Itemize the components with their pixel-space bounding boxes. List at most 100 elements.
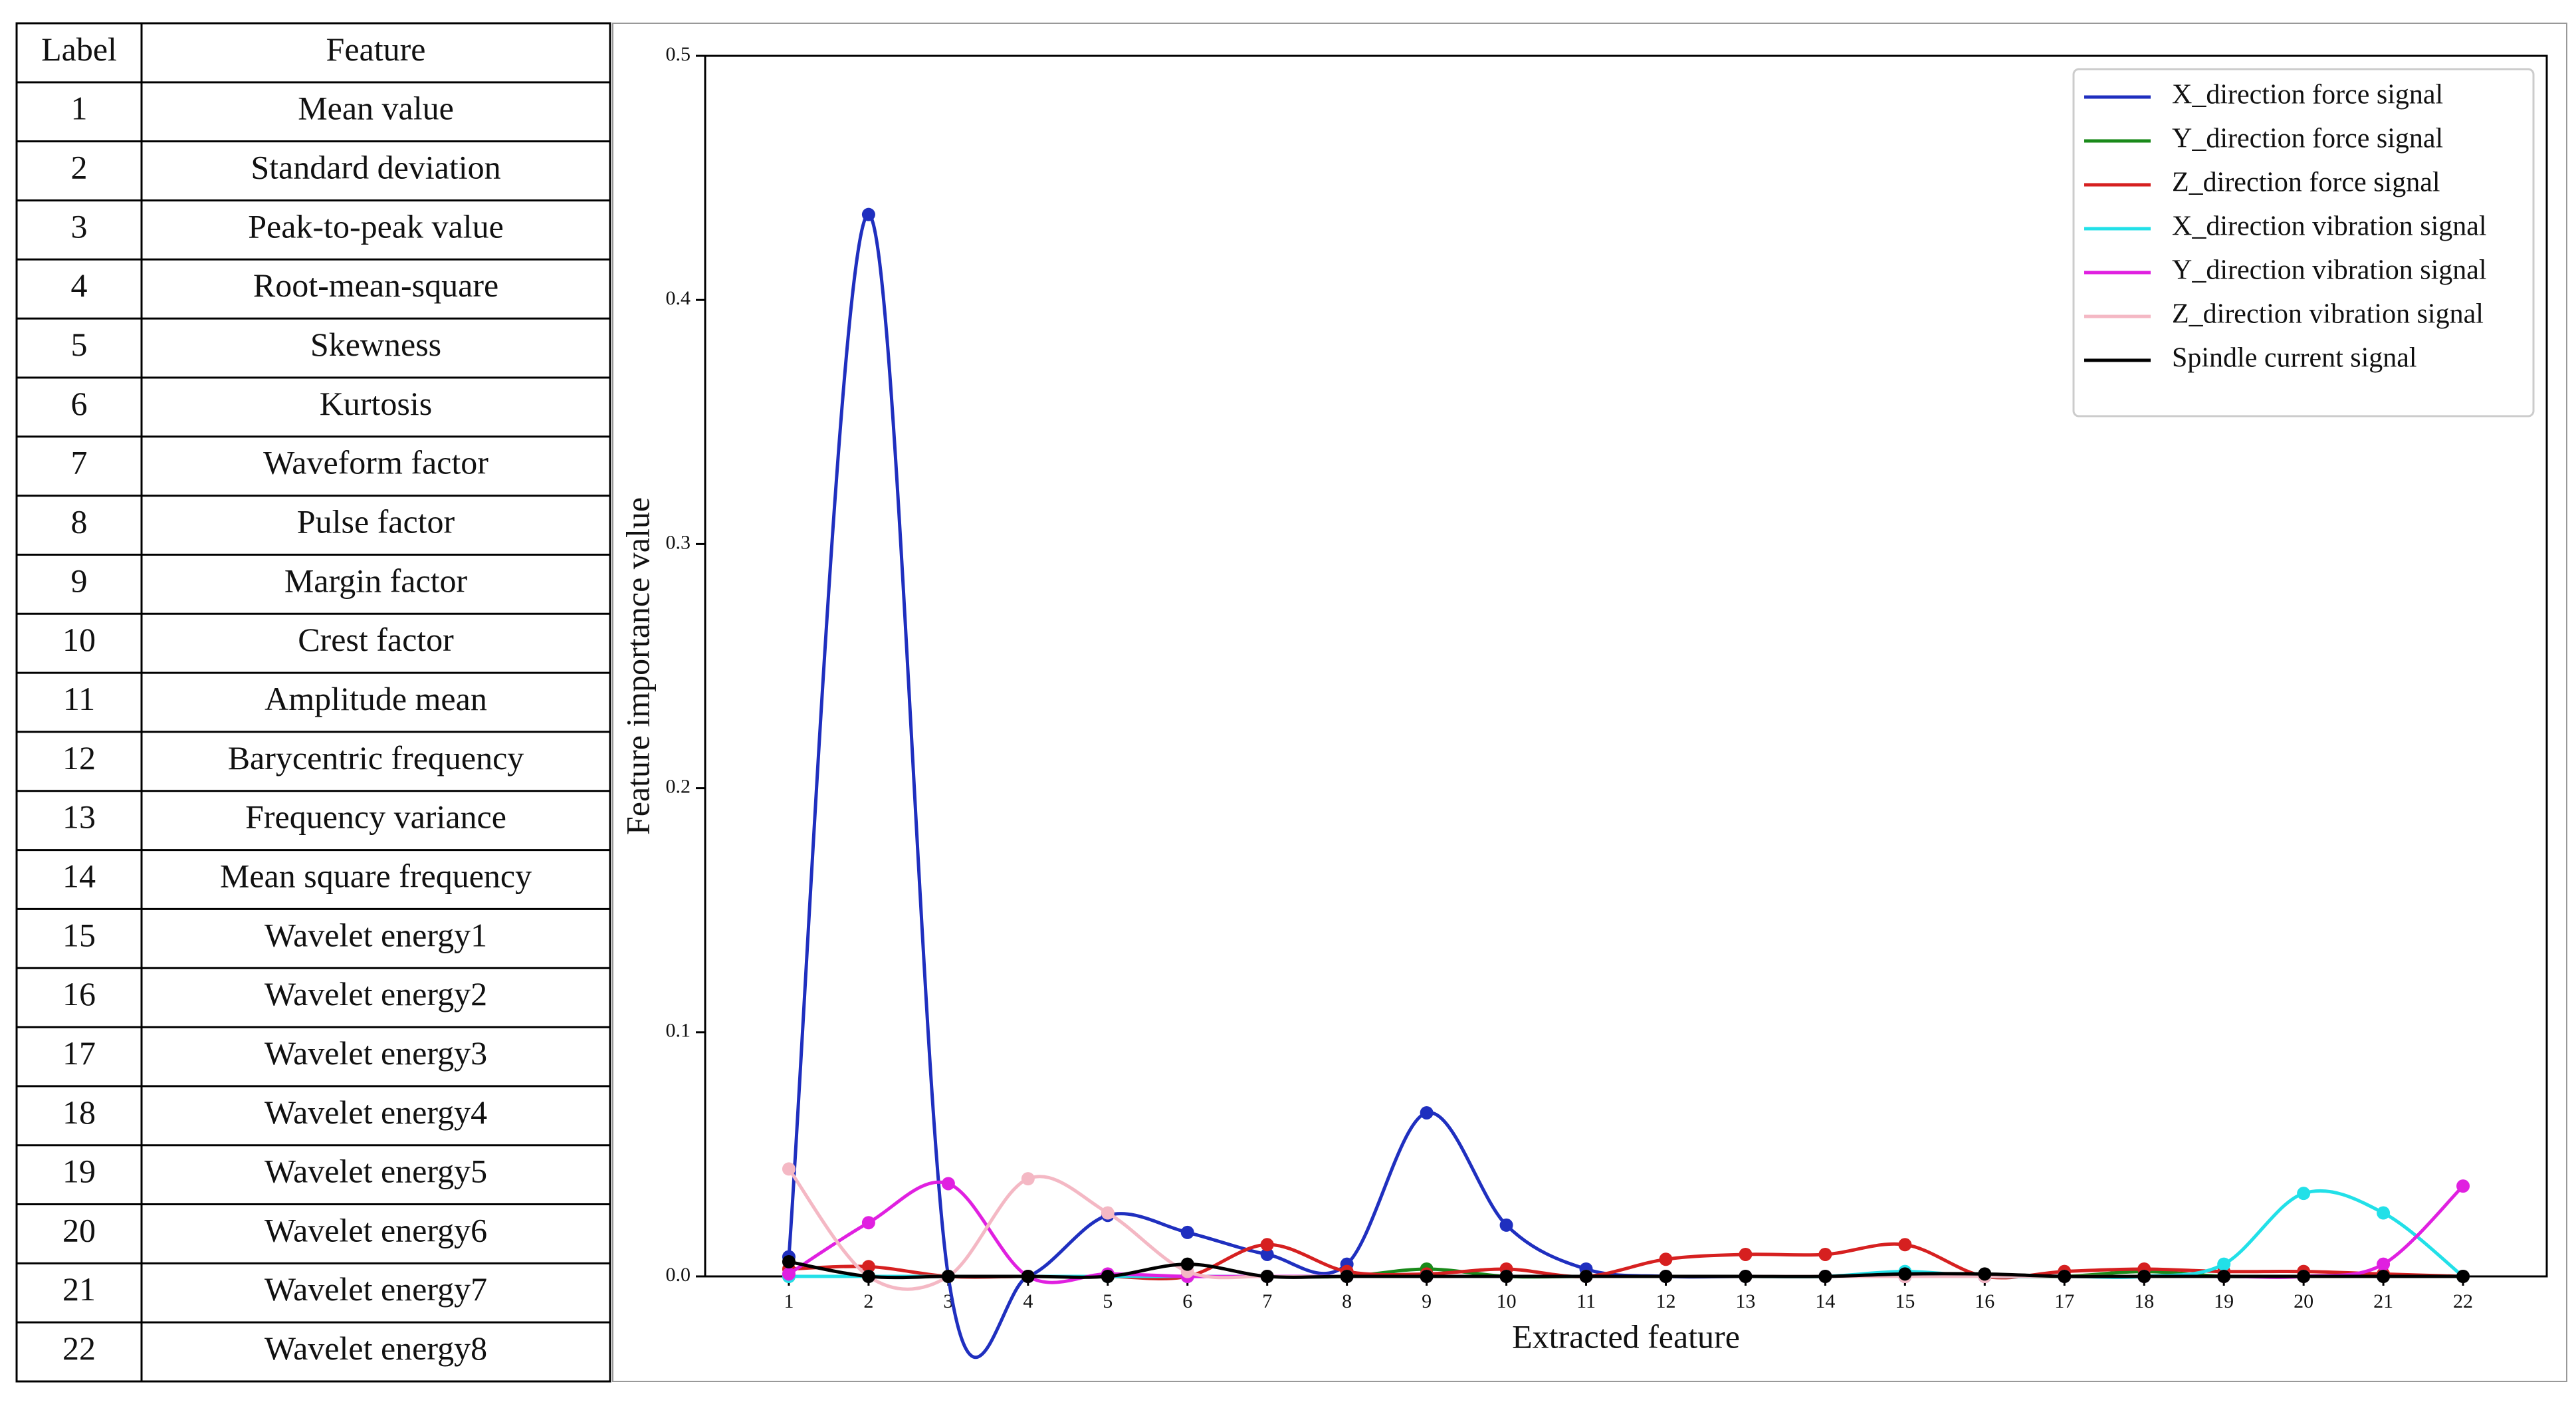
feature-label: 20 xyxy=(62,1211,96,1248)
data-point xyxy=(1180,1225,1194,1239)
feature-label: 15 xyxy=(62,916,96,953)
feature-name: Wavelet energy6 xyxy=(265,1211,487,1248)
x-tick-label: 6 xyxy=(1182,1290,1192,1312)
feature-label: 17 xyxy=(62,1034,96,1072)
data-point xyxy=(1739,1247,1753,1261)
feature-name: Wavelet energy4 xyxy=(265,1094,487,1131)
feature-label: 3 xyxy=(71,207,88,245)
x-tick-label: 16 xyxy=(1975,1290,1994,1312)
data-point xyxy=(1021,1172,1035,1186)
x-tick-label: 13 xyxy=(1735,1290,1755,1312)
x-tick-label: 11 xyxy=(1576,1290,1596,1312)
feature-name: Root-mean-square xyxy=(253,267,498,304)
data-point xyxy=(1898,1267,1912,1281)
y-tick-label: 0.0 xyxy=(666,1264,691,1286)
data-point xyxy=(1260,1238,1274,1252)
legend-label: X_direction force signal xyxy=(2172,80,2443,110)
data-point xyxy=(861,207,875,221)
data-point xyxy=(1180,1257,1194,1271)
data-point xyxy=(1340,1270,1354,1283)
legend-label: Z_direction vibration signal xyxy=(2172,299,2484,330)
legend-label: X_direction vibration signal xyxy=(2172,211,2487,242)
x-tick-label: 7 xyxy=(1262,1290,1272,1312)
data-point xyxy=(2456,1179,2470,1193)
legend-label: Y_direction vibration signal xyxy=(2172,255,2487,286)
feature-name: Mean square frequency xyxy=(220,857,532,894)
feature-name: Skewness xyxy=(310,326,441,363)
x-tick-label: 5 xyxy=(1103,1290,1113,1312)
series-line xyxy=(788,1260,2464,1280)
x-tick-label: 1 xyxy=(784,1290,794,1312)
feature-name: Standard deviation xyxy=(251,149,500,186)
feature-name: Wavelet energy2 xyxy=(265,975,487,1012)
x-tick-label: 9 xyxy=(1422,1290,1432,1312)
feature-label: 5 xyxy=(71,326,88,363)
data-point xyxy=(861,1270,875,1283)
feature-name: Waveform factor xyxy=(263,444,488,481)
data-point xyxy=(941,1270,955,1283)
data-point xyxy=(782,1254,796,1268)
series-line xyxy=(788,1242,2464,1281)
legend-box xyxy=(2072,68,2535,417)
series-line xyxy=(788,1189,2464,1279)
feature-name: Peak-to-peak value xyxy=(248,207,504,245)
feature-name: Crest factor xyxy=(298,621,454,658)
x-tick-label: 20 xyxy=(2294,1290,2313,1312)
data-point xyxy=(1101,1270,1115,1283)
feature-name: Frequency variance xyxy=(245,798,506,836)
legend-label: Spindle current signal xyxy=(2172,343,2417,374)
feature-label: 2 xyxy=(71,149,88,186)
feature-label: 16 xyxy=(62,975,96,1012)
data-point xyxy=(861,1260,875,1274)
feature-label: 14 xyxy=(62,857,96,894)
data-point xyxy=(2377,1257,2391,1271)
x-tick-label: 12 xyxy=(1656,1290,1675,1312)
data-point xyxy=(2058,1270,2072,1283)
feature-name: Mean value xyxy=(298,90,454,127)
feature-label: 21 xyxy=(62,1270,96,1308)
x-tick-label: 8 xyxy=(1342,1290,1352,1312)
x-tick-label: 10 xyxy=(1497,1290,1517,1312)
data-point xyxy=(1101,1206,1115,1220)
x-tick-label: 14 xyxy=(1815,1290,1835,1312)
feature-label: 13 xyxy=(62,798,96,836)
x-tick-label: 18 xyxy=(2134,1290,2154,1312)
data-point xyxy=(1260,1270,1274,1283)
feature-label: 11 xyxy=(63,680,95,717)
data-point xyxy=(2217,1257,2231,1271)
data-point xyxy=(2377,1206,2391,1220)
feature-name: Wavelet energy3 xyxy=(265,1034,487,1072)
data-point xyxy=(2456,1270,2470,1283)
data-point xyxy=(2297,1270,2311,1283)
x-tick-label: 19 xyxy=(2214,1290,2234,1312)
y-tick-label: 0.5 xyxy=(666,43,691,65)
feature-label: 18 xyxy=(62,1094,96,1131)
feature-name: Pulse factor xyxy=(297,503,455,540)
feature-name: Barycentric frequency xyxy=(228,739,524,776)
legend-label: Z_direction force signal xyxy=(2172,168,2440,198)
data-point xyxy=(1021,1270,1035,1283)
data-point xyxy=(1818,1270,1832,1283)
data-point xyxy=(782,1162,796,1176)
data-point xyxy=(1499,1270,1513,1283)
feature-label: 4 xyxy=(71,267,88,304)
y-tick-label: 0.3 xyxy=(666,531,691,553)
y-tick-label: 0.1 xyxy=(666,1020,691,1042)
x-tick-label: 15 xyxy=(1895,1290,1915,1312)
feature-name: Amplitude mean xyxy=(265,680,487,717)
data-point xyxy=(2377,1270,2391,1283)
feature-name: Kurtosis xyxy=(320,385,432,422)
data-point xyxy=(1260,1247,1274,1261)
data-point xyxy=(1659,1270,1673,1283)
table-border xyxy=(15,22,611,1383)
data-point xyxy=(1739,1270,1753,1283)
data-point xyxy=(1579,1270,1593,1283)
data-point xyxy=(2217,1270,2231,1283)
y-tick-label: 0.2 xyxy=(666,775,691,797)
feature-label: 19 xyxy=(62,1153,96,1190)
y-axis-title: Feature importance value xyxy=(619,497,656,835)
table-header: Label xyxy=(41,31,117,68)
feature-label: 12 xyxy=(62,739,96,776)
x-tick-label: 2 xyxy=(863,1290,873,1312)
